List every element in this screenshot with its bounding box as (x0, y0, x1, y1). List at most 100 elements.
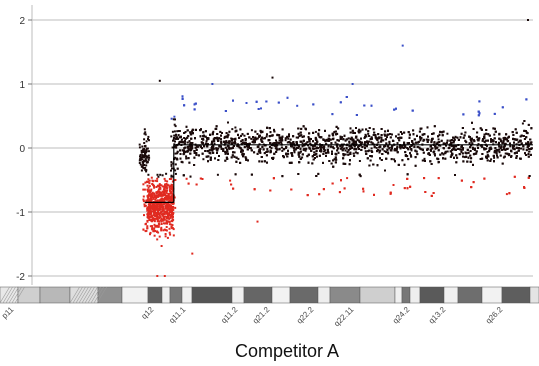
loss-point-553 (153, 234, 156, 237)
normal-point-2929 (380, 159, 383, 161)
normal-point-3842 (383, 133, 386, 136)
normal-point-714 (144, 151, 147, 154)
normal-point-3910 (342, 157, 345, 160)
normal-point-3030 (367, 130, 370, 133)
normal-point-3576 (355, 127, 357, 129)
loss-point-404 (157, 231, 160, 234)
normal-point-3805 (523, 129, 526, 132)
normal-point-3735 (335, 133, 337, 136)
normal-point-4196 (347, 149, 350, 152)
normal-point-836 (367, 132, 370, 135)
normal-point-4037 (191, 128, 194, 131)
normal-point-3881 (238, 136, 241, 139)
normal-point-3499 (212, 147, 215, 150)
normal-point-3110 (361, 128, 364, 131)
normal-point-4197 (239, 147, 242, 150)
normal-point-3786 (324, 139, 327, 142)
normal-point-3809 (201, 141, 204, 144)
loss-point-614 (156, 230, 158, 233)
normal-point-3459 (409, 152, 411, 155)
normal-point-3990 (411, 140, 414, 142)
normal-point-4187 (352, 141, 355, 144)
gain-point-4210 (401, 44, 404, 47)
normal-point-58 (141, 158, 144, 161)
normal-point-3883 (189, 142, 192, 145)
loss-point-539 (160, 211, 163, 213)
loss-point-343 (158, 212, 161, 215)
ideogram-hatch-1 (72, 286, 83, 304)
loss-point-689 (162, 215, 165, 218)
normal-point-4165 (334, 152, 337, 155)
normal-point-3151 (253, 151, 256, 154)
cytoband-labels: p11 q12 q11.1 q11.2 q21.2 q22.2 q22.11 q24.2 q13… (0, 305, 505, 329)
normal-point-3158 (220, 142, 223, 145)
normal-point-3758 (295, 141, 298, 144)
normal-point-3866 (176, 157, 178, 160)
normal-point-3928 (250, 149, 253, 152)
loss-point-547 (157, 210, 160, 213)
normal-point-3950 (503, 155, 506, 158)
normal-point-3806 (286, 155, 289, 158)
loss-point-164 (160, 245, 163, 247)
loss-point-85 (146, 184, 149, 187)
normal-point-3843 (530, 147, 532, 150)
normal-point-3219 (245, 159, 248, 161)
normal-point-4213 (271, 76, 274, 79)
normal-point-3664 (215, 128, 218, 130)
normal-point-3692 (252, 136, 254, 139)
ideogram-hatch-1 (81, 286, 92, 304)
normal-point-2978 (204, 130, 207, 133)
normal-point-3867 (308, 140, 311, 143)
normal-point-3680 (472, 139, 475, 142)
normal-point-3988 (413, 145, 416, 148)
loss-point-3757 (508, 192, 511, 195)
normal-point-3066 (418, 130, 421, 133)
normal-point-3057 (471, 121, 473, 124)
normal-point-49 (142, 148, 145, 151)
normal-point-2945 (337, 151, 340, 154)
normal-point-4126 (437, 161, 440, 164)
normal-point-3776 (416, 134, 418, 137)
normal-point-3436 (331, 152, 333, 155)
normal-point-740 (143, 142, 146, 144)
normal-point-4012 (519, 135, 522, 138)
loss-point-177 (160, 223, 163, 225)
normal-point-3695 (395, 135, 397, 138)
normal-point-4121 (205, 140, 208, 143)
normal-point-4171 (215, 125, 218, 128)
normal-point-3065 (256, 152, 259, 155)
normal-point-2985 (442, 147, 445, 149)
loss-point-906 (505, 193, 508, 196)
normal-point-4070 (487, 139, 489, 142)
normal-point-3782 (510, 149, 512, 152)
normal-point-3141 (415, 150, 418, 153)
loss-point-787 (170, 197, 173, 200)
loss-point-411 (153, 211, 155, 214)
normal-point-3145 (330, 145, 332, 148)
loss-point-651 (158, 193, 161, 196)
normal-point-3828 (396, 151, 399, 154)
normal-point-3062 (224, 146, 227, 149)
normal-point-4035 (241, 139, 244, 142)
normal-point-3844 (499, 146, 502, 149)
loss-point-581 (148, 204, 151, 207)
normal-point-3256 (471, 142, 474, 145)
normal-point-4002 (221, 132, 223, 134)
normal-point-3255 (332, 138, 334, 141)
normal-point-3262 (368, 164, 371, 167)
normal-point-3791 (273, 152, 276, 155)
normal-point-4173 (365, 135, 368, 138)
normal-point-3933 (261, 130, 264, 133)
normal-point-794 (170, 135, 173, 138)
normal-point-3732 (407, 148, 410, 151)
normal-point-2963 (456, 136, 459, 139)
loss-point-157 (169, 216, 172, 219)
normal-point-3938 (246, 145, 248, 148)
normal-point-4205 (410, 149, 413, 152)
loss-point-625 (164, 197, 167, 200)
normal-point-3106 (180, 160, 183, 163)
normal-point-4033 (481, 139, 484, 142)
normal-point-3512 (237, 145, 240, 148)
normal-point-4078 (226, 145, 229, 148)
normal-point-771 (170, 164, 173, 167)
